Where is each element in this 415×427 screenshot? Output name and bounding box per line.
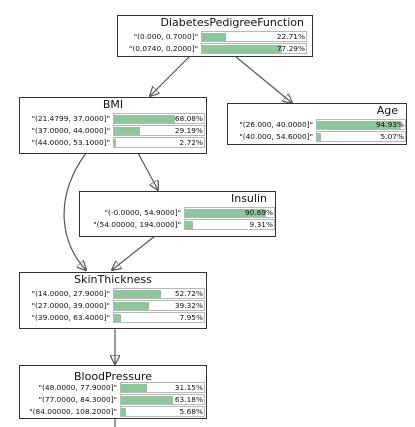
- probability-bar: 5.68%: [120, 406, 205, 417]
- probability-bar-fill: [185, 221, 194, 229]
- node-title: BloodPressure: [73, 370, 152, 383]
- probability-bar: 9.31%: [184, 219, 275, 230]
- state-row: "(21.4799, 37.0000]" 68.08%: [20, 113, 206, 124]
- node-bmi[interactable]: BMI "(21.4799, 37.0000]" 68.08% "(37.0000, …: [19, 97, 207, 154]
- probability-bar-fill: [114, 290, 162, 298]
- node-skin-thickness[interactable]: SkinThickness "(14.0000, 27.9000]" 52.72% "…: [19, 272, 207, 329]
- probability-bar: 31.15%: [120, 382, 205, 393]
- state-label: "(27.0000, 39.0000]": [31, 301, 110, 310]
- probability-bar-fill: [114, 139, 117, 147]
- state-label: "(77.0000, 84.3000]": [38, 395, 117, 404]
- state-row: "(26.000, 40.0000]" 94.93%: [228, 119, 406, 130]
- node-diabetes-pedigree-function[interactable]: DiabetesPedigreeFunction "(0.000, 0.7000]…: [117, 15, 313, 57]
- probability-percent: 5.07%: [380, 132, 404, 141]
- probability-bar-fill: [121, 408, 126, 416]
- probability-percent: 39.32%: [174, 301, 203, 310]
- probability-bar: 2.72%: [113, 137, 205, 148]
- edge-dpf-age: [234, 55, 292, 103]
- node-title: BMI: [102, 98, 124, 111]
- probability-percent: 63.18%: [174, 395, 203, 404]
- probability-percent: 5.68%: [179, 407, 203, 416]
- node-title: DiabetesPedigreeFunction: [160, 16, 304, 29]
- state-label: "(84.00000, 108.2000]": [29, 407, 117, 416]
- probability-percent: 22.71%: [276, 32, 305, 41]
- probability-percent: 52.72%: [174, 289, 203, 298]
- probability-bar: 63.18%: [120, 394, 205, 405]
- probability-percent: 2.72%: [179, 138, 203, 147]
- probability-bar-fill: [185, 209, 266, 217]
- probability-bar: 52.72%: [113, 288, 205, 299]
- probability-bar: 90.69%: [184, 207, 275, 218]
- edge-bmi-insulin: [137, 152, 158, 190]
- state-label: "(-0.0000, 54.9000]": [104, 208, 181, 217]
- state-row: "(48.0000, 77.9000]" 31.15%: [20, 382, 206, 393]
- node-title: SkinThickness: [74, 273, 152, 286]
- probability-percent: 29.19%: [174, 126, 203, 135]
- state-row: "(0.000, 0.7000]" 22.71%: [118, 31, 312, 42]
- state-label: "(0.000, 0.7000]": [133, 32, 198, 41]
- node-blood-pressure[interactable]: BloodPressure "(48.0000, 77.9000]" 31.15% "…: [19, 365, 207, 419]
- probability-bar-fill: [202, 45, 283, 53]
- probability-bar-fill: [114, 314, 122, 322]
- state-label: "(54.00000, 194.0000]": [93, 220, 181, 229]
- probability-bar-fill: [317, 121, 401, 129]
- probability-percent: 94.93%: [375, 120, 404, 129]
- edge-insulin-skin: [112, 235, 156, 270]
- probability-bar: 5.07%: [316, 131, 406, 142]
- probability-bar: 94.93%: [316, 119, 406, 130]
- state-row: "(14.0000, 27.9000]" 52.72%: [20, 288, 206, 299]
- probability-percent: 31.15%: [174, 383, 203, 392]
- state-row: "(27.0000, 39.0000]" 39.32%: [20, 300, 206, 311]
- probability-bar-fill: [121, 384, 147, 392]
- state-row: "(0.0740, 0.2000]" 77.29%: [118, 43, 312, 54]
- probability-bar-fill: [114, 302, 150, 310]
- probability-bar: 39.32%: [113, 300, 205, 311]
- probability-bar: 7.95%: [113, 312, 205, 323]
- state-row: "(77.0000, 84.3000]" 63.18%: [20, 394, 206, 405]
- state-row: "(37.0000, 44.0000]" 29.19%: [20, 125, 206, 136]
- state-label: "(14.0000, 27.9000]": [31, 289, 110, 298]
- probability-bar-fill: [114, 115, 176, 123]
- probability-percent: 77.29%: [276, 44, 305, 53]
- probability-percent: 9.31%: [249, 220, 273, 229]
- probability-percent: 68.08%: [174, 114, 203, 123]
- state-label: "(0.0740, 0.2000]": [129, 44, 198, 53]
- probability-bar-fill: [114, 127, 141, 135]
- state-label: "(21.4799, 37.0000]": [31, 114, 110, 123]
- probability-bar-fill: [121, 396, 174, 404]
- state-row: "(39.0000, 63.4000]" 7.95%: [20, 312, 206, 323]
- edge-dpf-bmi: [150, 55, 191, 96]
- state-row: "(-0.0000, 54.9000]" 90.69%: [80, 207, 275, 218]
- state-row: "(44.0000, 53.1000]" 2.72%: [20, 137, 206, 148]
- state-label: "(26.000, 40.0000]": [239, 120, 313, 129]
- node-age[interactable]: Age "(26.000, 40.0000]" 94.93% "(40.000, 54…: [227, 103, 407, 145]
- node-title: Insulin: [230, 192, 267, 205]
- state-row: "(54.00000, 194.0000]" 9.31%: [80, 219, 275, 230]
- state-label: "(39.0000, 63.4000]": [31, 313, 110, 322]
- probability-bar: 29.19%: [113, 125, 205, 136]
- probability-percent: 90.69%: [244, 208, 273, 217]
- probability-bar: 22.71%: [201, 31, 307, 42]
- state-label: "(40.000, 54.6000]": [239, 132, 313, 141]
- probability-bar-fill: [317, 133, 322, 141]
- node-insulin[interactable]: Insulin "(-0.0000, 54.9000]" 90.69% "(54.00…: [79, 191, 276, 237]
- probability-percent: 7.95%: [179, 313, 203, 322]
- edge-bmi-skin: [63, 152, 86, 270]
- node-title: Age: [376, 104, 398, 117]
- state-label: "(37.0000, 44.0000]": [31, 126, 110, 135]
- state-label: "(48.0000, 77.9000]": [38, 383, 117, 392]
- state-label: "(44.0000, 53.1000]": [31, 138, 110, 147]
- probability-bar-fill: [202, 33, 226, 41]
- probability-bar: 77.29%: [201, 43, 307, 54]
- probability-bar: 68.08%: [113, 113, 205, 124]
- state-row: "(40.000, 54.6000]" 5.07%: [228, 131, 406, 142]
- state-row: "(84.00000, 108.2000]" 5.68%: [20, 406, 206, 417]
